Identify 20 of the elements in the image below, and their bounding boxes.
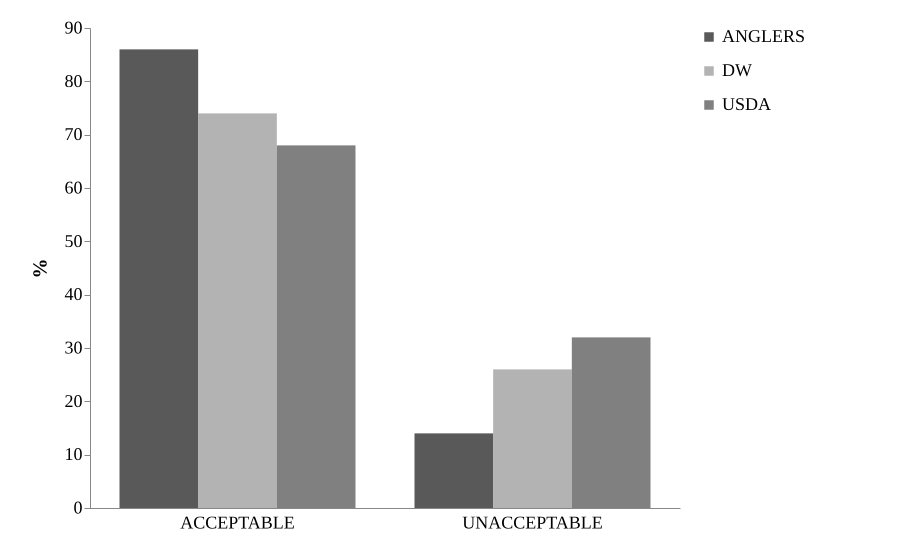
legend-label: USDA: [722, 94, 772, 114]
y-tick-label: 0: [74, 498, 82, 518]
y-tick-label: 90: [64, 18, 82, 38]
y-tick-label: 40: [64, 284, 82, 304]
bar: [198, 113, 277, 508]
legend-label: DW: [722, 60, 752, 80]
y-tick-label: 70: [64, 124, 82, 144]
y-tick-label: 10: [64, 444, 82, 464]
y-tick-label: 60: [64, 178, 82, 198]
y-tick-label: 80: [64, 70, 82, 91]
x-tick-label: ACCEPTABLE: [180, 512, 295, 532]
y-tick-label: 50: [64, 230, 82, 251]
bar: [493, 369, 572, 508]
bar: [414, 433, 494, 508]
y-axis-title: %: [30, 258, 52, 278]
y-tick-label: 30: [64, 338, 82, 358]
y-tick-label: 20: [64, 390, 82, 411]
x-tick-label: UNACCEPTABLE: [462, 512, 603, 532]
legend-label: ANGLERS: [722, 26, 806, 46]
bar: [120, 49, 198, 508]
